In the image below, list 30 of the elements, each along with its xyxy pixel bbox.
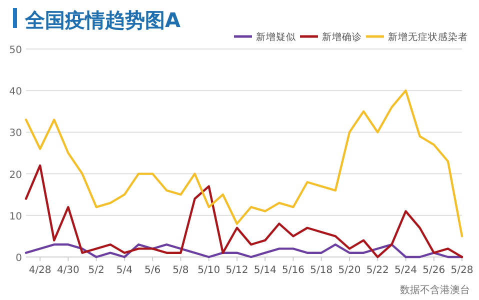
x-tick-label: 4/30 — [56, 265, 80, 276]
x-tick-label: 5/16 — [282, 265, 304, 276]
chart-title: 全国疫情趋势图A — [24, 8, 181, 32]
y-tick-label: 40 — [9, 86, 22, 98]
y-tick-label: 0 — [16, 253, 22, 264]
x-tick-label: 5/12 — [226, 265, 248, 276]
x-tick-label: 5/2 — [88, 265, 104, 276]
x-tick-label: 5/28 — [450, 265, 474, 276]
legend-label: 新增无症状感染者 — [388, 31, 468, 43]
x-tick-label: 5/14 — [254, 265, 276, 276]
x-tick-label: 5/26 — [422, 265, 446, 276]
legend-label: 新增疑似 — [256, 31, 296, 43]
x-tick-label: 5/4 — [116, 265, 132, 276]
line-series — [24, 90, 464, 238]
y-tick-label: 10 — [9, 211, 22, 222]
x-tick-label: 5/24 — [394, 265, 417, 276]
x-tick-label: 5/6 — [144, 265, 161, 276]
x-tick-label: 5/22 — [366, 265, 389, 276]
line-series — [24, 164, 464, 258]
x-tick-label: 5/10 — [198, 265, 220, 276]
y-tick-label: 30 — [9, 128, 22, 140]
x-tick-label: 4/28 — [28, 265, 52, 276]
legend-label: 新增确诊 — [322, 31, 362, 43]
x-tick-label: 5/8 — [172, 265, 189, 276]
line-series — [24, 243, 464, 258]
x-tick-label: 5/18 — [310, 265, 333, 276]
y-tick-label: 20 — [9, 170, 22, 181]
x-tick-label: 5/20 — [338, 265, 361, 276]
y-tick-label: 50 — [9, 45, 22, 56]
text: 数据不含港澳台 — [400, 284, 470, 296]
